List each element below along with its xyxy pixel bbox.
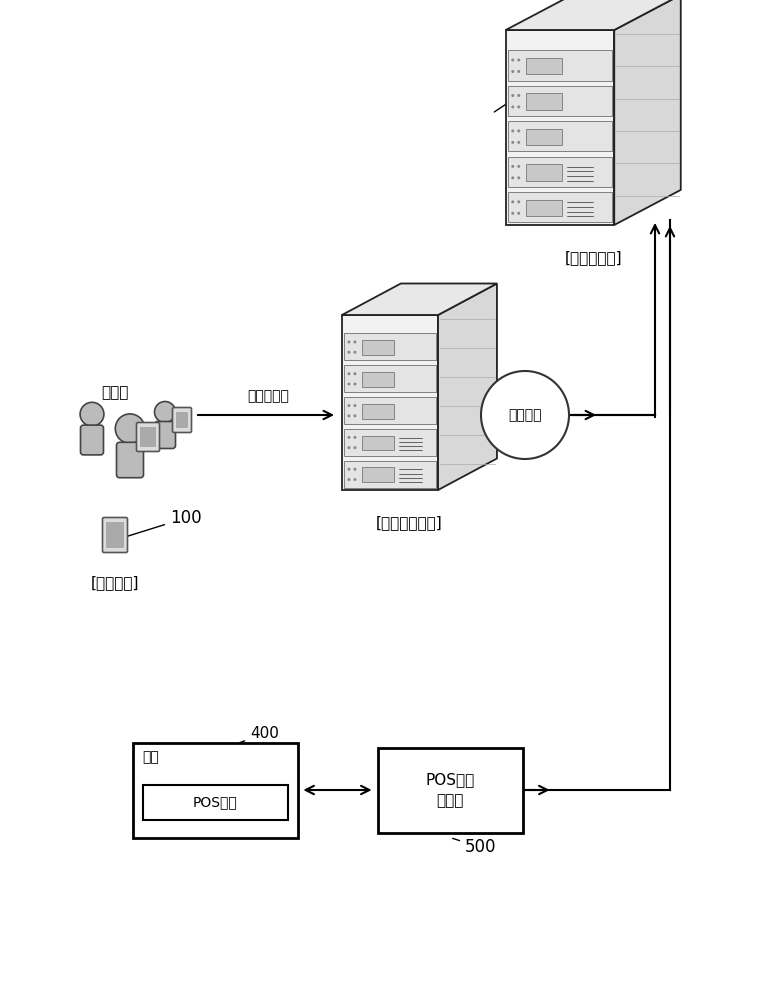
Bar [344,365,436,392]
Bar [508,86,612,116]
Circle shape [353,351,356,354]
Bar [508,50,612,81]
Circle shape [518,129,520,132]
Circle shape [115,414,144,443]
Text: 商店: 商店 [143,750,159,764]
Bar [362,340,394,355]
Polygon shape [506,0,680,30]
FancyBboxPatch shape [81,425,104,455]
Bar [143,785,287,820]
Circle shape [518,94,520,97]
Text: 200: 200 [495,68,564,112]
Circle shape [353,446,356,449]
Circle shape [511,70,515,73]
Circle shape [518,141,520,144]
Circle shape [518,70,520,73]
Circle shape [347,446,350,449]
Circle shape [347,372,350,375]
Circle shape [353,468,356,471]
Circle shape [511,212,515,215]
Polygon shape [438,284,497,490]
FancyBboxPatch shape [173,408,191,432]
FancyBboxPatch shape [154,422,176,448]
Circle shape [353,383,356,386]
Bar [344,461,436,488]
Bar [140,427,156,447]
Polygon shape [342,284,497,315]
Circle shape [511,94,515,97]
FancyBboxPatch shape [117,442,144,478]
Polygon shape [342,315,438,490]
Bar [526,129,562,145]
Bar [378,748,522,832]
Bar [106,522,124,548]
Bar [362,372,394,387]
Circle shape [511,141,515,144]
Text: 提供优惠券: 提供优惠券 [247,389,290,403]
Text: 400: 400 [213,726,279,753]
Circle shape [347,436,350,439]
Bar [526,200,562,216]
Circle shape [518,176,520,179]
Text: [广告平台装置]: [广告平台装置] [376,515,443,530]
Bar [133,742,297,838]
Text: 登记广告: 登记广告 [508,408,541,422]
Polygon shape [506,30,614,225]
Circle shape [511,176,515,179]
Circle shape [347,414,350,417]
Circle shape [347,404,350,407]
Text: 500: 500 [452,838,496,856]
Circle shape [353,478,356,481]
Bar [508,157,612,187]
Text: 300: 300 [0,999,1,1000]
FancyBboxPatch shape [137,422,160,452]
Bar [362,467,394,482]
Text: 100: 100 [127,509,202,536]
Circle shape [80,402,104,426]
Circle shape [511,105,515,108]
Polygon shape [614,0,680,225]
Circle shape [511,59,515,62]
Circle shape [511,165,515,168]
Circle shape [347,478,350,481]
Bar [344,397,436,424]
Circle shape [353,404,356,407]
Circle shape [353,372,356,375]
Text: POS公司
服务器: POS公司 服务器 [425,772,475,808]
Circle shape [518,59,520,62]
Text: POS终端: POS终端 [193,796,237,810]
Circle shape [353,340,356,343]
Bar [362,404,394,419]
Circle shape [518,165,520,168]
Bar [176,412,188,428]
Circle shape [481,371,569,459]
Circle shape [347,351,350,354]
FancyBboxPatch shape [102,518,127,552]
Bar [526,93,562,110]
Bar [344,429,436,456]
Circle shape [347,340,350,343]
Circle shape [353,436,356,439]
Text: 接收方: 接收方 [101,385,129,400]
Text: [附属服务器]: [附属服务器] [564,250,622,265]
Circle shape [353,414,356,417]
Bar [508,192,612,222]
Circle shape [511,129,515,132]
Circle shape [518,105,520,108]
Bar [526,164,562,181]
Text: [终端装置]: [终端装置] [91,575,139,590]
Circle shape [518,212,520,215]
Bar [362,436,394,450]
Circle shape [347,468,350,471]
Circle shape [347,383,350,386]
Bar [344,333,436,360]
Bar [508,121,612,151]
Circle shape [154,401,176,422]
Bar [526,58,562,74]
Circle shape [518,200,520,203]
Circle shape [511,200,515,203]
